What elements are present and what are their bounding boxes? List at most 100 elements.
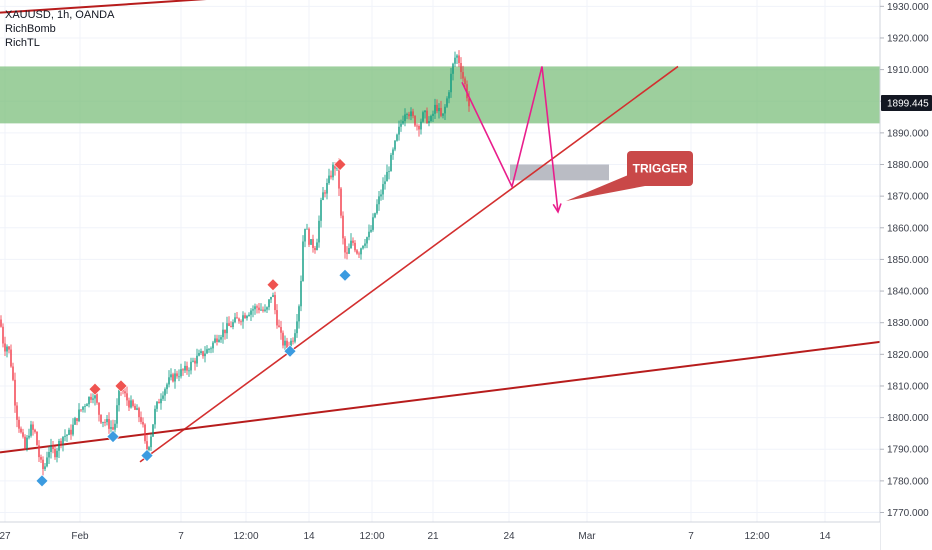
candle-body	[252, 309, 254, 311]
candle-body	[430, 115, 432, 121]
price-tick-label: 1880.000	[887, 160, 929, 171]
candle-body	[220, 337, 222, 340]
candle-body	[200, 351, 202, 354]
candle-body	[128, 400, 130, 408]
chart-legend: XAUUSD, 1h, OANDA RichBomb RichTL	[5, 8, 114, 50]
candle-body	[106, 419, 108, 423]
candle-body	[230, 325, 232, 327]
candle-body	[432, 113, 434, 116]
candle-body	[398, 126, 400, 135]
candle-body	[254, 306, 256, 310]
symbol-label[interactable]: XAUUSD, 1h, OANDA	[5, 9, 115, 21]
candle-body	[156, 401, 158, 409]
callout-pointer	[566, 173, 645, 201]
candle-body	[62, 436, 64, 444]
candle-body	[40, 457, 42, 460]
candle-body	[118, 388, 120, 406]
candle-body	[440, 107, 442, 116]
candle-body	[98, 402, 100, 415]
time-tick-label: 14	[819, 531, 831, 542]
projection-arrowhead	[552, 203, 562, 214]
candle-body	[310, 239, 312, 245]
candle-body	[334, 164, 336, 169]
candle-body	[384, 181, 386, 185]
candle-body	[468, 98, 470, 107]
candle-body	[90, 396, 92, 400]
candle-body	[178, 376, 180, 378]
zones	[0, 66, 880, 181]
candle-body	[456, 55, 458, 58]
candle-body	[312, 239, 314, 248]
trendline-lower-channel[interactable]	[0, 334, 932, 454]
candle-body	[82, 406, 84, 410]
callout-box	[627, 151, 693, 186]
candle-body	[6, 346, 8, 352]
candle-body	[114, 423, 116, 430]
indicator-label-richtl[interactable]: RichTL	[5, 37, 40, 49]
candle-body	[180, 369, 182, 377]
candle-body	[320, 200, 322, 221]
candle-body	[356, 250, 358, 254]
price-tick-label: 1790.000	[887, 445, 929, 456]
projection-path	[461, 66, 562, 214]
candle-body	[234, 317, 236, 323]
time-tick-label: 7	[688, 531, 694, 542]
candle-body	[360, 248, 362, 255]
candle-body	[194, 360, 196, 364]
candle-body	[412, 111, 414, 116]
time-tick-label: 7	[178, 531, 184, 542]
candle-body	[278, 325, 280, 327]
candle-body	[144, 424, 146, 442]
candle-body	[76, 418, 78, 422]
candle-body	[46, 457, 48, 467]
candle-body	[30, 424, 32, 436]
trigger-callout[interactable]: TRIGGER	[566, 151, 693, 201]
candle-body	[248, 314, 250, 317]
candle-body	[426, 110, 428, 124]
candle-body	[302, 241, 304, 282]
candle-body	[304, 228, 306, 242]
price-axis[interactable]: 1930.0001920.0001910.0001900.0001890.000…	[879, 0, 932, 550]
candle-body	[22, 432, 24, 437]
price-tick-label: 1780.000	[887, 476, 929, 487]
candle-body	[424, 110, 426, 113]
time-tick-label: Feb	[71, 531, 89, 542]
candle-body	[246, 316, 248, 319]
candle-body	[12, 366, 14, 380]
candle-body	[80, 409, 82, 411]
candle-body	[126, 393, 128, 401]
trendline-rising-support[interactable]	[139, 65, 679, 463]
candle-body	[454, 57, 456, 64]
candle-body	[402, 121, 404, 124]
candle-body	[408, 114, 410, 117]
candle-body	[290, 340, 292, 350]
candle-body	[368, 231, 370, 238]
candle-body	[344, 238, 346, 253]
candle-body	[72, 424, 74, 435]
candle-body	[28, 435, 30, 438]
candle-body	[18, 419, 20, 429]
candle-body	[208, 349, 210, 350]
candle-body	[316, 242, 318, 251]
trendline-upper-channel[interactable]	[0, 0, 335, 14]
price-tick-label: 1920.000	[887, 33, 929, 44]
candle-body	[36, 431, 38, 446]
candle-body	[206, 349, 208, 354]
candle-body	[142, 421, 144, 425]
indicator-label-richbomb[interactable]: RichBomb	[5, 23, 56, 35]
candle-body	[338, 164, 340, 189]
candle-body	[262, 309, 264, 311]
candle-body	[42, 459, 44, 470]
trendlines	[0, 0, 932, 463]
candle-body	[354, 242, 356, 251]
candle-body	[66, 434, 68, 436]
projection-line[interactable]	[461, 66, 559, 213]
candle-body	[330, 175, 332, 178]
candle-body	[216, 338, 218, 342]
candle-body	[318, 220, 320, 243]
time-axis[interactable]: 27 Feb 7 12:00 14 12:00 21 24 Mar 7 12:00 14	[0, 521, 880, 550]
sell-signal-marker	[333, 158, 347, 171]
candle-body	[392, 149, 394, 155]
candle-body	[348, 248, 350, 254]
